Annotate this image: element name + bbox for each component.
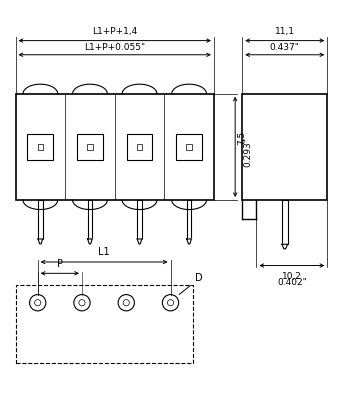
- Polygon shape: [187, 239, 191, 244]
- Text: 0.293": 0.293": [243, 137, 252, 167]
- Bar: [38, 200, 42, 239]
- Text: 0.437": 0.437": [270, 43, 300, 52]
- Bar: [87, 200, 92, 239]
- Text: L1+P+1,4: L1+P+1,4: [92, 27, 137, 36]
- Polygon shape: [87, 239, 92, 244]
- Bar: [187, 200, 191, 239]
- Text: P: P: [57, 260, 63, 270]
- Text: L1+P+0.055": L1+P+0.055": [84, 43, 145, 52]
- Text: 0.402": 0.402": [277, 278, 307, 287]
- Bar: [176, 134, 202, 160]
- Text: 10,2: 10,2: [282, 272, 302, 281]
- Text: 7,5: 7,5: [237, 131, 246, 145]
- Bar: [16, 285, 193, 363]
- Bar: [137, 200, 142, 239]
- Text: D: D: [179, 274, 203, 294]
- Text: 11,1: 11,1: [275, 27, 295, 36]
- Bar: [242, 94, 327, 200]
- Bar: [87, 144, 93, 150]
- Bar: [282, 200, 288, 244]
- Bar: [16, 94, 214, 200]
- Polygon shape: [282, 244, 288, 249]
- Bar: [127, 134, 152, 160]
- Bar: [186, 144, 192, 150]
- Bar: [137, 144, 142, 150]
- Text: L1: L1: [98, 247, 110, 257]
- Bar: [27, 134, 53, 160]
- Polygon shape: [137, 239, 142, 244]
- Bar: [37, 144, 43, 150]
- Bar: [77, 134, 103, 160]
- Polygon shape: [38, 239, 42, 244]
